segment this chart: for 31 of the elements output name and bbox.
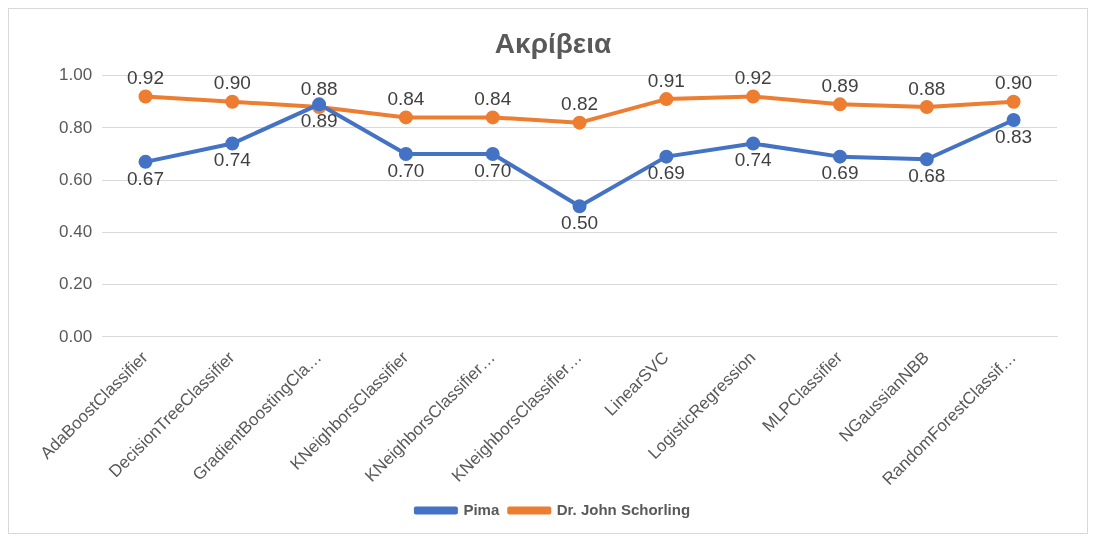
data-label: 0.84 — [474, 88, 512, 110]
data-label: 0.88 — [300, 77, 338, 99]
legend-label: Pima — [463, 500, 500, 518]
y-tick-label: 0.80 — [58, 117, 93, 137]
y-tick-label: 1.00 — [58, 65, 93, 85]
y-tick-label: 0.20 — [58, 274, 93, 294]
data-label: 0.69 — [647, 162, 685, 184]
data-label: 0.88 — [908, 77, 946, 99]
chart-title: Ακρίβεια — [494, 27, 612, 59]
data-label: 0.82 — [561, 93, 599, 115]
data-label: 0.74 — [734, 149, 773, 171]
y-tick-label: 0.00 — [58, 326, 93, 346]
data-label: 0.67 — [127, 167, 164, 189]
data-label: 0.83 — [995, 125, 1033, 147]
data-label: 0.89 — [300, 110, 338, 132]
data-label: 0.90 — [995, 72, 1033, 94]
data-label: 0.92 — [127, 67, 164, 89]
y-tick-label: 0.60 — [58, 169, 93, 189]
data-label: 0.70 — [387, 159, 425, 181]
y-tick-label: 0.40 — [58, 222, 93, 242]
data-label: 0.92 — [734, 67, 772, 89]
data-label: 0.89 — [821, 75, 859, 97]
data-label: 0.91 — [647, 69, 685, 91]
data-label: 0.70 — [474, 159, 512, 181]
data-label: 0.90 — [213, 72, 251, 94]
data-label: 0.74 — [213, 149, 252, 171]
data-label: 0.50 — [561, 212, 599, 234]
data-label: 0.68 — [908, 164, 946, 186]
legend-label: Dr. John Schorling — [556, 500, 691, 518]
data-label: 0.84 — [387, 88, 425, 110]
data-label: 0.69 — [821, 162, 859, 184]
